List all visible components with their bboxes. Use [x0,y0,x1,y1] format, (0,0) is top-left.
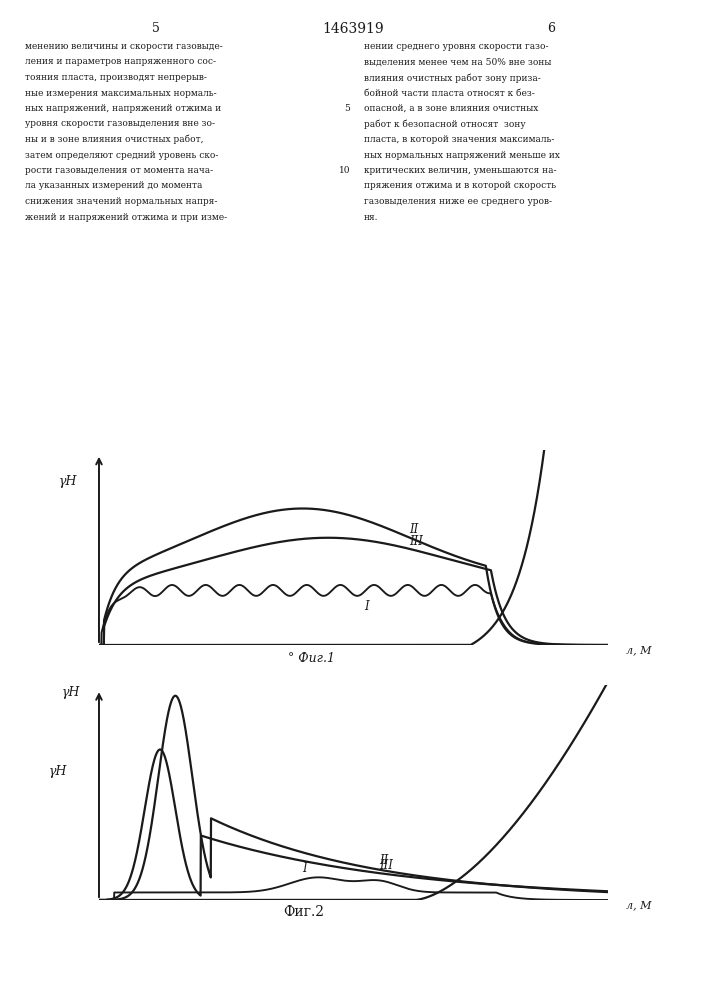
Text: ных нормальных напряжений меньше их: ных нормальных напряжений меньше их [364,151,560,160]
Text: 10: 10 [339,166,350,175]
Text: выделения менее чем на 50% вне зоны: выделения менее чем на 50% вне зоны [364,57,551,66]
Text: 5: 5 [344,104,350,113]
Text: затем определяют средний уровень ско-: затем определяют средний уровень ско- [25,151,218,160]
Text: рости газовыделения от момента нача-: рости газовыделения от момента нача- [25,166,213,175]
Text: газовыделения ниже ее среднего уров-: газовыделения ниже ее среднего уров- [364,197,552,206]
Text: I: I [363,600,368,613]
Text: жений и напряжений отжима и при изме-: жений и напряжений отжима и при изме- [25,213,227,222]
Text: γН: γН [62,686,80,699]
Text: 6: 6 [547,22,556,35]
Text: критических величин, уменьшаются на-: критических величин, уменьшаются на- [364,166,556,175]
Text: опасной, а в зоне влияния очистных: опасной, а в зоне влияния очистных [364,104,539,113]
Text: ные измерения максимальных нормаль-: ные измерения максимальных нормаль- [25,89,216,98]
Text: ° Фиг.1: ° Фиг.1 [288,652,334,665]
Text: II: II [379,854,388,867]
Text: 1463919: 1463919 [322,22,385,36]
Text: пласта, в которой значения максималь-: пласта, в которой значения максималь- [364,135,554,144]
Text: ла указанных измерений до момента: ла указанных измерений до момента [25,182,202,190]
Text: бойной части пласта относят к без-: бойной части пласта относят к без- [364,89,535,98]
Text: ны и в зоне влияния очистных работ,: ны и в зоне влияния очистных работ, [25,135,203,144]
Text: л, М: л, М [626,645,651,655]
Text: нении среднего уровня скорости газо-: нении среднего уровня скорости газо- [364,42,549,51]
Text: ления и параметров напряженного сос-: ления и параметров напряженного сос- [25,57,216,66]
Text: I: I [303,862,308,875]
Text: работ к безопасной относят  зону: работ к безопасной относят зону [364,119,526,129]
Text: л, М: л, М [626,901,651,911]
Text: III: III [409,535,423,548]
Text: γН: γН [59,475,78,488]
Text: снижения значений нормальных напря-: снижения значений нормальных напря- [25,197,217,206]
Text: II: II [409,523,419,536]
Text: менению величины и скорости газовыде-: менению величины и скорости газовыде- [25,42,223,51]
Text: III: III [379,859,393,872]
Text: уровня скорости газовыделения вне зо-: уровня скорости газовыделения вне зо- [25,119,215,128]
Text: 5: 5 [151,22,160,35]
Text: пряжения отжима и в которой скорость: пряжения отжима и в которой скорость [364,182,556,190]
Text: влияния очистных работ зону приза-: влияния очистных работ зону приза- [364,73,541,83]
Text: тояния пласта, производят непрерыв-: тояния пласта, производят непрерыв- [25,73,206,82]
Text: ня.: ня. [364,213,379,222]
Text: Фиг.2: Фиг.2 [284,905,325,919]
Text: ных напряжений, напряжений отжима и: ных напряжений, напряжений отжима и [25,104,221,113]
Text: γН: γН [49,765,67,778]
